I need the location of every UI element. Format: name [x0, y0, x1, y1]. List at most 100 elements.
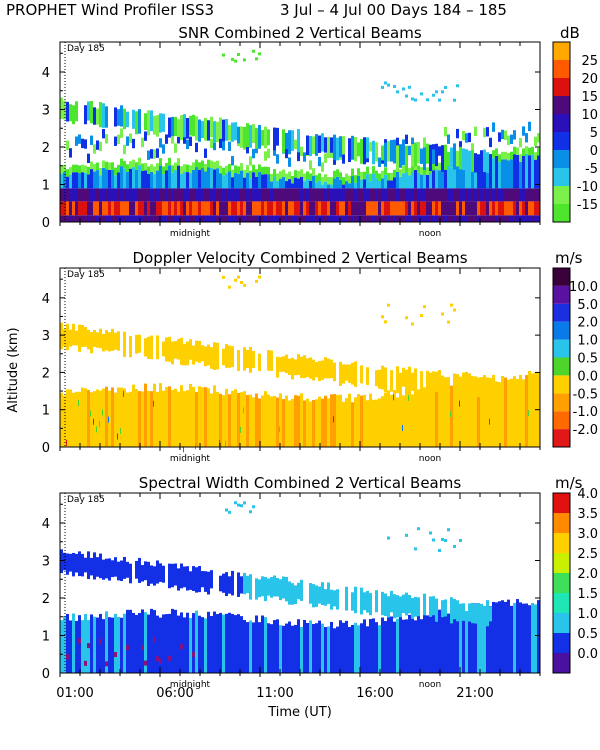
heatmap-cell: [192, 613, 195, 673]
heatmap-cell: [276, 619, 279, 673]
heatmap-cell: [90, 135, 93, 145]
heatmap-cell: [147, 561, 150, 586]
heatmap-cell: [87, 188, 90, 202]
heatmap-cell: [213, 188, 216, 202]
heatmap-cell: [207, 388, 210, 447]
heatmap-cell: [303, 400, 306, 447]
heatmap-cell: [327, 358, 330, 379]
heatmap-cell: [246, 622, 249, 673]
heatmap-cell: [459, 603, 462, 619]
panel-title: SNR Combined 2 Vertical Beams: [178, 24, 421, 42]
heatmap-cell: [411, 322, 414, 326]
heatmap-cell: [69, 215, 72, 222]
heatmap-cell: [465, 149, 468, 174]
heatmap-cell: [252, 188, 255, 202]
colorbar-frame: [552, 41, 571, 223]
heatmap-cell: [435, 371, 438, 392]
heatmap-cell: [360, 171, 363, 180]
heatmap-cell: [291, 130, 294, 151]
heatmap-cell: [171, 116, 174, 137]
heatmap-cell: [216, 391, 219, 447]
heatmap-cell: [519, 374, 522, 447]
heatmap-cell: [108, 188, 111, 202]
heatmap-cell: [444, 201, 447, 216]
heatmap-cell: [156, 560, 159, 584]
heatmap-cell: [75, 553, 78, 573]
heatmap-cell: [486, 152, 489, 174]
heatmap-cell: [210, 347, 213, 369]
heatmap-cell: [234, 172, 237, 189]
heatmap-cell: [402, 87, 405, 91]
heatmap-cell: [159, 201, 162, 216]
heatmap-cell: [264, 577, 267, 602]
heatmap-cell: [231, 177, 234, 189]
heatmap-cell: [90, 161, 93, 170]
heatmap-cell: [78, 324, 81, 352]
heatmap-cell: [525, 201, 528, 216]
heatmap-cell: [174, 563, 177, 586]
heatmap-cell: [84, 215, 87, 222]
noon-label: noon: [419, 229, 441, 239]
heatmap-cell: [168, 165, 171, 189]
heatmap-cell: [93, 188, 96, 202]
heatmap-cell: [60, 173, 63, 189]
y-tick-label: 2: [42, 592, 50, 607]
heatmap-cell: [123, 556, 126, 579]
heatmap-cell: [303, 201, 306, 216]
heatmap-cell: [432, 149, 435, 164]
heatmap-cell: [327, 398, 330, 447]
heatmap-cell: [189, 383, 192, 447]
heatmap-cell: [465, 201, 468, 216]
heatmap-cell: [243, 391, 246, 447]
heatmap-cell: [339, 136, 342, 158]
heatmap-cell: [399, 176, 402, 189]
heatmap-cell: [396, 164, 399, 172]
heatmap-cell: [246, 349, 249, 369]
heatmap-cell: [528, 605, 531, 673]
heatmap-cell: [246, 123, 249, 148]
heatmap-cell: [381, 617, 384, 673]
heatmap-cell: [237, 275, 240, 279]
heatmap-cell: [333, 178, 336, 189]
heatmap-cell: [519, 602, 522, 673]
heatmap-cell: [525, 603, 528, 673]
heatmap-cell: [168, 386, 171, 447]
heatmap-cell: [102, 160, 105, 168]
heatmap-cell: [279, 579, 282, 601]
heatmap-cell: [411, 144, 414, 167]
heatmap-cell: [96, 188, 99, 202]
heatmap-cell: [123, 388, 126, 447]
heatmap-cell: [441, 600, 444, 618]
heatmap-cell: [453, 201, 456, 216]
heatmap-cell: [237, 201, 240, 216]
heatmap-cell: [147, 166, 150, 174]
heatmap-cell: [306, 398, 309, 447]
heatmap-cell: [306, 171, 309, 179]
heatmap-cell: [159, 138, 162, 148]
heatmap-cell: [159, 658, 162, 664]
heatmap-cell: [471, 201, 474, 216]
colorbar-label: 5: [590, 126, 598, 141]
heatmap-cell: [453, 308, 456, 312]
heatmap-cell: [156, 163, 159, 171]
heatmap-cell: [327, 184, 330, 189]
heatmap-cell: [471, 165, 474, 189]
heatmap-cell: [288, 179, 291, 189]
heatmap-cell: [351, 402, 354, 447]
heatmap-cell: [345, 201, 348, 216]
heatmap-cell: [456, 607, 459, 673]
heatmap-cell: [183, 164, 186, 172]
heatmap-cell: [105, 386, 108, 447]
heatmap-cell: [264, 151, 267, 161]
heatmap-cell: [315, 623, 318, 673]
heatmap-cell: [153, 174, 156, 189]
heatmap-cell: [162, 188, 165, 202]
heatmap-cell: [222, 167, 225, 176]
heatmap-cell: [213, 611, 216, 673]
colorbar-label: 0.0: [577, 647, 598, 662]
heatmap-cell: [396, 595, 399, 618]
heatmap-cell: [249, 188, 252, 202]
heatmap-cell: [171, 165, 174, 173]
heatmap-cell: [288, 358, 291, 375]
